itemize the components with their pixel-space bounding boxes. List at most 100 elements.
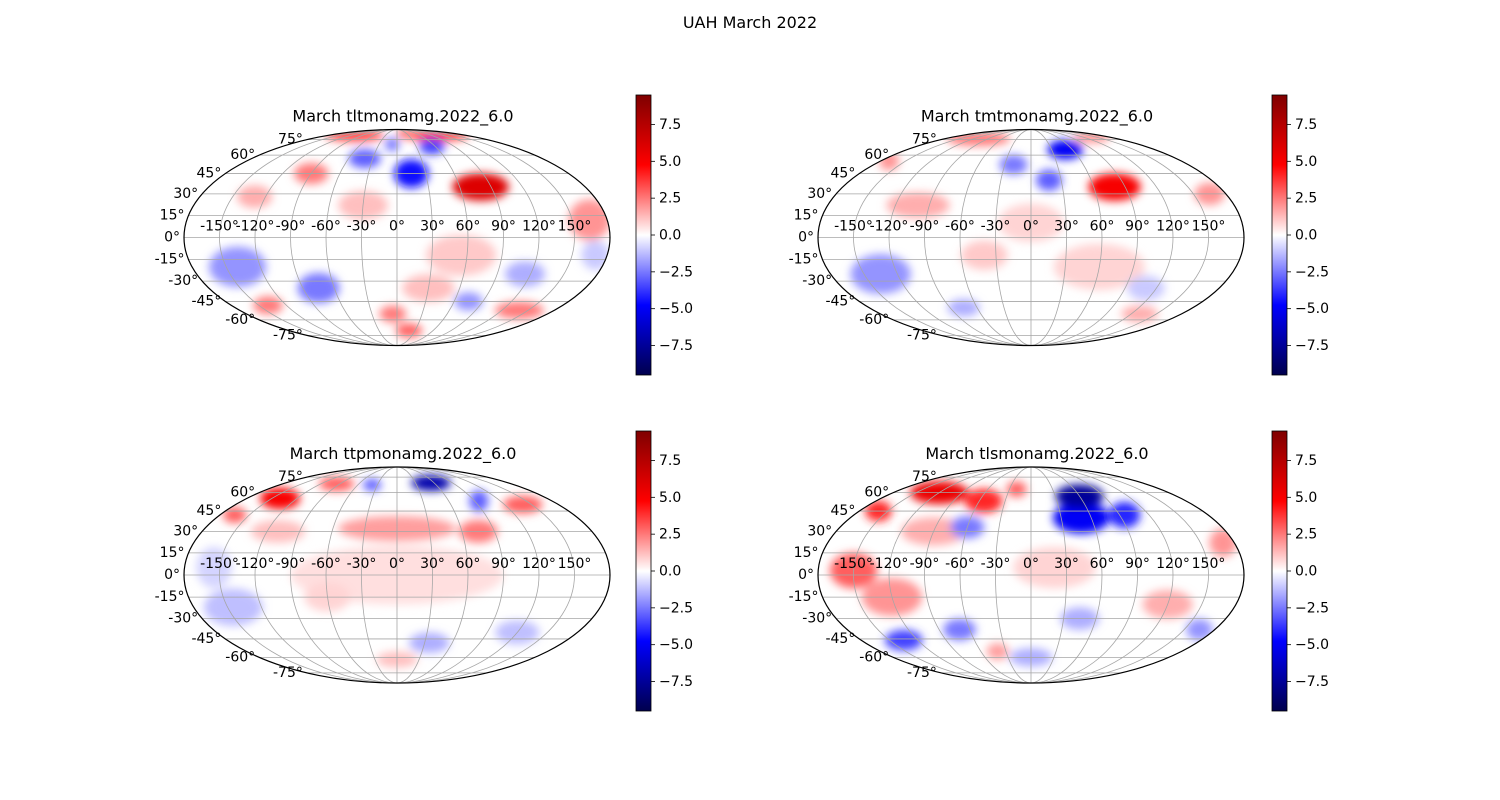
colorbar-gradient <box>1271 94 1288 376</box>
lon-tick-label: 120° <box>1156 556 1190 572</box>
lon-tick-label: -90° <box>910 556 940 572</box>
graticule-meridian <box>959 466 1032 684</box>
lon-tick-label: -120° <box>870 556 909 572</box>
lat-tick-label: -15° <box>155 252 185 268</box>
graticule-meridian <box>1030 129 1103 346</box>
lon-tick-label: 90° <box>491 219 516 235</box>
colorbar-tick-label: −5.0 <box>1295 301 1329 317</box>
lon-tick-label: 150° <box>1192 556 1226 572</box>
graticule-meridian <box>325 129 398 346</box>
graticule-meridian <box>888 466 1032 684</box>
colorbar-tick-label: 5.0 <box>659 490 681 506</box>
lon-tick-label: 60° <box>456 556 481 572</box>
map-panel-tls: 75°60°45°30°15°0°-15°-30°-45°-60°-75°-15… <box>789 430 1329 712</box>
lat-tick-label: 75° <box>278 469 303 485</box>
lon-tick-label: 150° <box>558 219 592 235</box>
lat-tick-label: 30° <box>173 523 198 539</box>
colorbar-tick-label: −2.5 <box>659 264 693 280</box>
graticule-meridian <box>325 466 398 684</box>
anomaly-blob <box>884 629 923 651</box>
lat-tick-label: 15° <box>160 207 185 223</box>
lat-tick-label: 45° <box>831 503 856 519</box>
anomaly-blob <box>384 137 400 152</box>
anomaly-blob <box>395 323 423 338</box>
lon-tick-label: 90° <box>1125 219 1150 235</box>
graticule-meridian <box>1030 466 1138 684</box>
anomaly-blob <box>411 474 451 491</box>
lat-tick-label: 30° <box>807 523 832 539</box>
lon-tick-label: 90° <box>491 556 516 572</box>
lon-tick-label: 150° <box>1192 219 1226 235</box>
colorbar-tick-label: 7.5 <box>1295 453 1317 469</box>
graticule-meridian <box>1030 129 1067 346</box>
graticule-meridian <box>361 129 398 346</box>
graticule-meridian <box>924 129 1032 346</box>
anomaly-blob <box>419 138 445 155</box>
colorbar-tick-label: −5.0 <box>659 301 693 317</box>
map-outline <box>183 128 611 347</box>
anomaly-blob <box>1127 275 1165 301</box>
panel-title: March tltmonamg.2022_6.0 <box>292 107 513 127</box>
lon-tick-label: -60° <box>311 556 341 572</box>
anomaly-blob <box>253 296 283 315</box>
lon-tick-label: -30° <box>981 219 1011 235</box>
graticule-meridian <box>888 129 1032 346</box>
lon-tick-label: 30° <box>1054 219 1079 235</box>
lon-tick-label: -120° <box>236 556 275 572</box>
lon-tick-label: -60° <box>945 556 975 572</box>
figure-suptitle: UAH March 2022 <box>682 13 818 32</box>
lat-tick-label: -60° <box>859 649 889 665</box>
lat-tick-label: 0° <box>798 230 814 246</box>
lat-tick-label: -45° <box>191 293 221 309</box>
anomaly-blob <box>1006 481 1027 497</box>
map-panel-tmt: 75°60°45°30°15°0°-15°-30°-45°-60°-75°-15… <box>789 94 1329 376</box>
colorbar-tick-label: 5.0 <box>659 154 681 170</box>
graticule-meridian <box>1030 129 1138 346</box>
colorbar-tick-label: 7.5 <box>659 117 681 133</box>
lon-tick-label: -90° <box>910 219 940 235</box>
graticule-meridian <box>396 466 504 684</box>
lon-tick-label: 30° <box>420 219 445 235</box>
anomaly-blob <box>237 185 273 208</box>
lon-tick-label: -120° <box>870 219 909 235</box>
lat-tick-label: -15° <box>789 252 819 268</box>
anomaly-blob <box>297 273 340 304</box>
anomaly-blob <box>379 305 407 323</box>
graticule-meridian <box>290 129 398 346</box>
anomaly-blob <box>1186 618 1213 641</box>
graticule-meridian <box>396 466 469 684</box>
graticule-meridian <box>396 466 540 684</box>
colorbar-tick-label: 5.0 <box>1295 154 1317 170</box>
graticule-meridian <box>853 466 1032 684</box>
lat-tick-label: -60° <box>859 312 889 328</box>
graticule-meridian <box>1030 466 1103 684</box>
colorbar-tick-label: 0.0 <box>659 564 681 580</box>
anomaly-blob <box>1036 169 1063 191</box>
lat-tick-label: 45° <box>197 166 222 182</box>
lon-tick-label: -150° <box>200 556 239 572</box>
lon-tick-label: -60° <box>311 219 341 235</box>
lon-tick-label: -90° <box>276 219 306 235</box>
graticule <box>184 129 610 346</box>
lat-tick-label: 60° <box>230 485 255 501</box>
lat-tick-label: -60° <box>225 649 255 665</box>
anomaly-blob <box>469 489 489 512</box>
colorbar-tick-label: −2.5 <box>1295 264 1329 280</box>
graticule-meridian <box>995 129 1032 346</box>
colorbar-tick-label: 0.0 <box>659 228 681 244</box>
anomaly-blob <box>363 478 382 492</box>
colorbar-tick-label: 0.0 <box>1295 564 1317 580</box>
colorbar: 7.5 5.0 2.5 0.0 −2.5 −5.0 −7.5 <box>635 430 693 712</box>
anomaly-blob <box>348 149 381 169</box>
colorbar-tick-label: 7.5 <box>659 453 681 469</box>
graticule-meridian <box>396 466 433 684</box>
lon-tick-label: 120° <box>1156 219 1190 235</box>
anomaly-blob <box>505 261 546 287</box>
map-panel-ttp: 75°60°45°30°15°0°-15°-30°-45°-60°-75°-15… <box>155 430 693 712</box>
anomaly-blob <box>209 246 267 288</box>
graticule-meridian <box>1030 466 1067 684</box>
graticule-meridian <box>219 466 398 684</box>
graticule-meridian <box>396 129 504 346</box>
lon-tick-label: 90° <box>1125 556 1150 572</box>
